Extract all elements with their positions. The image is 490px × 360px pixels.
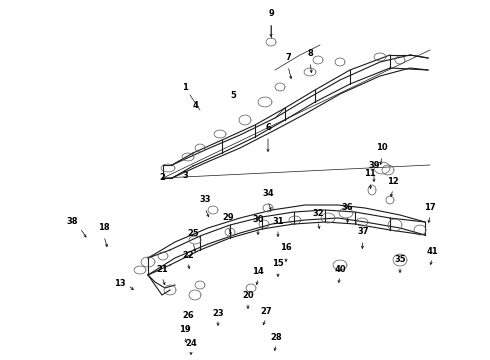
- Text: 28: 28: [270, 333, 282, 342]
- Text: 6: 6: [265, 123, 271, 132]
- Text: 25: 25: [187, 230, 199, 238]
- Text: 36: 36: [341, 202, 353, 211]
- Text: 29: 29: [222, 213, 234, 222]
- Text: 24: 24: [185, 338, 197, 347]
- Text: 2: 2: [159, 172, 165, 181]
- Text: 17: 17: [424, 203, 436, 212]
- Text: 11: 11: [364, 170, 376, 179]
- Text: 30: 30: [252, 215, 264, 224]
- Text: 20: 20: [242, 292, 254, 301]
- Text: 1: 1: [182, 84, 188, 93]
- Text: 31: 31: [272, 217, 284, 226]
- Text: 4: 4: [192, 100, 198, 109]
- Text: 12: 12: [387, 176, 399, 185]
- Text: 41: 41: [426, 248, 438, 256]
- Text: 13: 13: [114, 279, 126, 288]
- Text: 9: 9: [268, 9, 274, 18]
- Text: 22: 22: [182, 251, 194, 260]
- Text: 39: 39: [368, 161, 380, 170]
- Text: 33: 33: [199, 195, 211, 204]
- Text: 37: 37: [357, 228, 369, 237]
- Text: 35: 35: [394, 256, 406, 265]
- Text: 14: 14: [252, 267, 264, 276]
- Text: 3: 3: [182, 171, 188, 180]
- Text: 40: 40: [334, 266, 346, 274]
- Text: 19: 19: [179, 325, 191, 334]
- Text: 38: 38: [66, 217, 78, 226]
- Text: 23: 23: [212, 309, 224, 318]
- Text: 7: 7: [285, 54, 291, 63]
- Text: 27: 27: [260, 307, 272, 316]
- Text: 26: 26: [182, 311, 194, 320]
- Text: 16: 16: [280, 243, 292, 252]
- Text: 21: 21: [156, 266, 168, 274]
- Text: 5: 5: [230, 91, 236, 100]
- Text: 34: 34: [262, 189, 274, 198]
- Text: 18: 18: [98, 224, 110, 233]
- Text: 8: 8: [307, 49, 313, 58]
- Text: 10: 10: [376, 144, 388, 153]
- Text: 32: 32: [312, 208, 324, 217]
- Text: 15: 15: [272, 258, 284, 267]
